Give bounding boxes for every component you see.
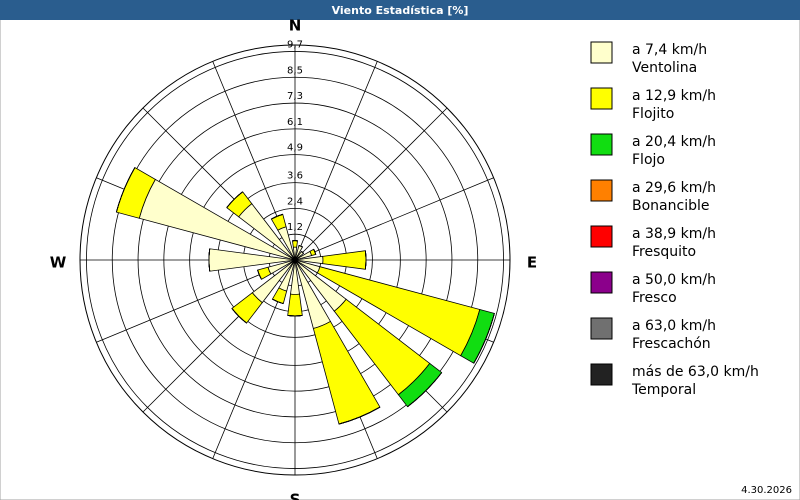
legend-swatch	[590, 87, 613, 110]
legend-description: Fresco	[632, 290, 677, 306]
wedge-segment	[208, 248, 211, 272]
r-tick-label: 8,5	[287, 65, 303, 76]
r-tick-label: 1,2	[287, 222, 303, 233]
direction-label: E	[527, 254, 537, 272]
r-tick-label: 2,4	[287, 196, 303, 207]
r-tick-label: 6,1	[287, 117, 303, 128]
legend-label: a 20,4 km/h	[632, 134, 716, 150]
legend-swatch	[590, 363, 613, 386]
wedge-segment	[287, 293, 303, 317]
legend-label: a 29,6 km/h	[632, 180, 716, 196]
wedge-segment	[313, 249, 317, 255]
legend-label: a 63,0 km/h	[632, 318, 716, 334]
legend-description: Flojo	[632, 152, 665, 168]
legend-label: a 38,9 km/h	[632, 226, 716, 242]
spoke	[294, 107, 448, 261]
wedge-segment	[231, 308, 247, 324]
legend-label: a 12,9 km/h	[632, 88, 716, 104]
legend-swatch	[590, 41, 613, 64]
wedge-segment	[298, 245, 303, 248]
legend-description: Bonancible	[632, 198, 709, 214]
legend-description: Frescachón	[632, 336, 711, 352]
grid-ring	[86, 51, 504, 469]
grid-ring	[111, 76, 479, 444]
title-bar	[0, 0, 800, 20]
legend-swatch	[590, 179, 613, 202]
spoke	[294, 61, 378, 261]
direction-label: S	[290, 491, 301, 500]
legend-label: a 50,0 km/h	[632, 272, 716, 288]
direction-label: W	[50, 254, 67, 272]
legend-swatch	[590, 133, 613, 156]
r-tick-label: 9,7	[287, 39, 303, 50]
direction-label: N	[289, 17, 302, 35]
wedge-segment	[301, 251, 304, 254]
grid-ring	[137, 102, 453, 418]
legend-swatch	[590, 271, 613, 294]
r-tick-label: 4,9	[287, 143, 303, 154]
legend-label: a 7,4 km/h	[632, 42, 707, 58]
wedge-segment	[473, 313, 495, 364]
wedge-segment	[407, 372, 443, 408]
legend-description: Flojito	[632, 106, 674, 122]
legend-description: Ventolina	[632, 60, 697, 76]
r-tick-label: 3,6	[287, 171, 303, 182]
wedge-segment	[292, 240, 298, 248]
legend-label: más de 63,0 km/h	[632, 364, 759, 380]
spoke	[294, 177, 494, 261]
legend-description: Fresquito	[632, 244, 696, 260]
date: 4.30.2026	[741, 485, 792, 496]
legend-swatch	[590, 317, 613, 340]
legend-description: Temporal	[631, 382, 696, 398]
grid-ring	[163, 128, 427, 392]
r-tick-label: 7,3	[287, 91, 303, 102]
chart-title: Viento Estadística [%]	[332, 4, 469, 17]
legend-swatch	[590, 225, 613, 248]
grid-ring	[189, 154, 401, 366]
